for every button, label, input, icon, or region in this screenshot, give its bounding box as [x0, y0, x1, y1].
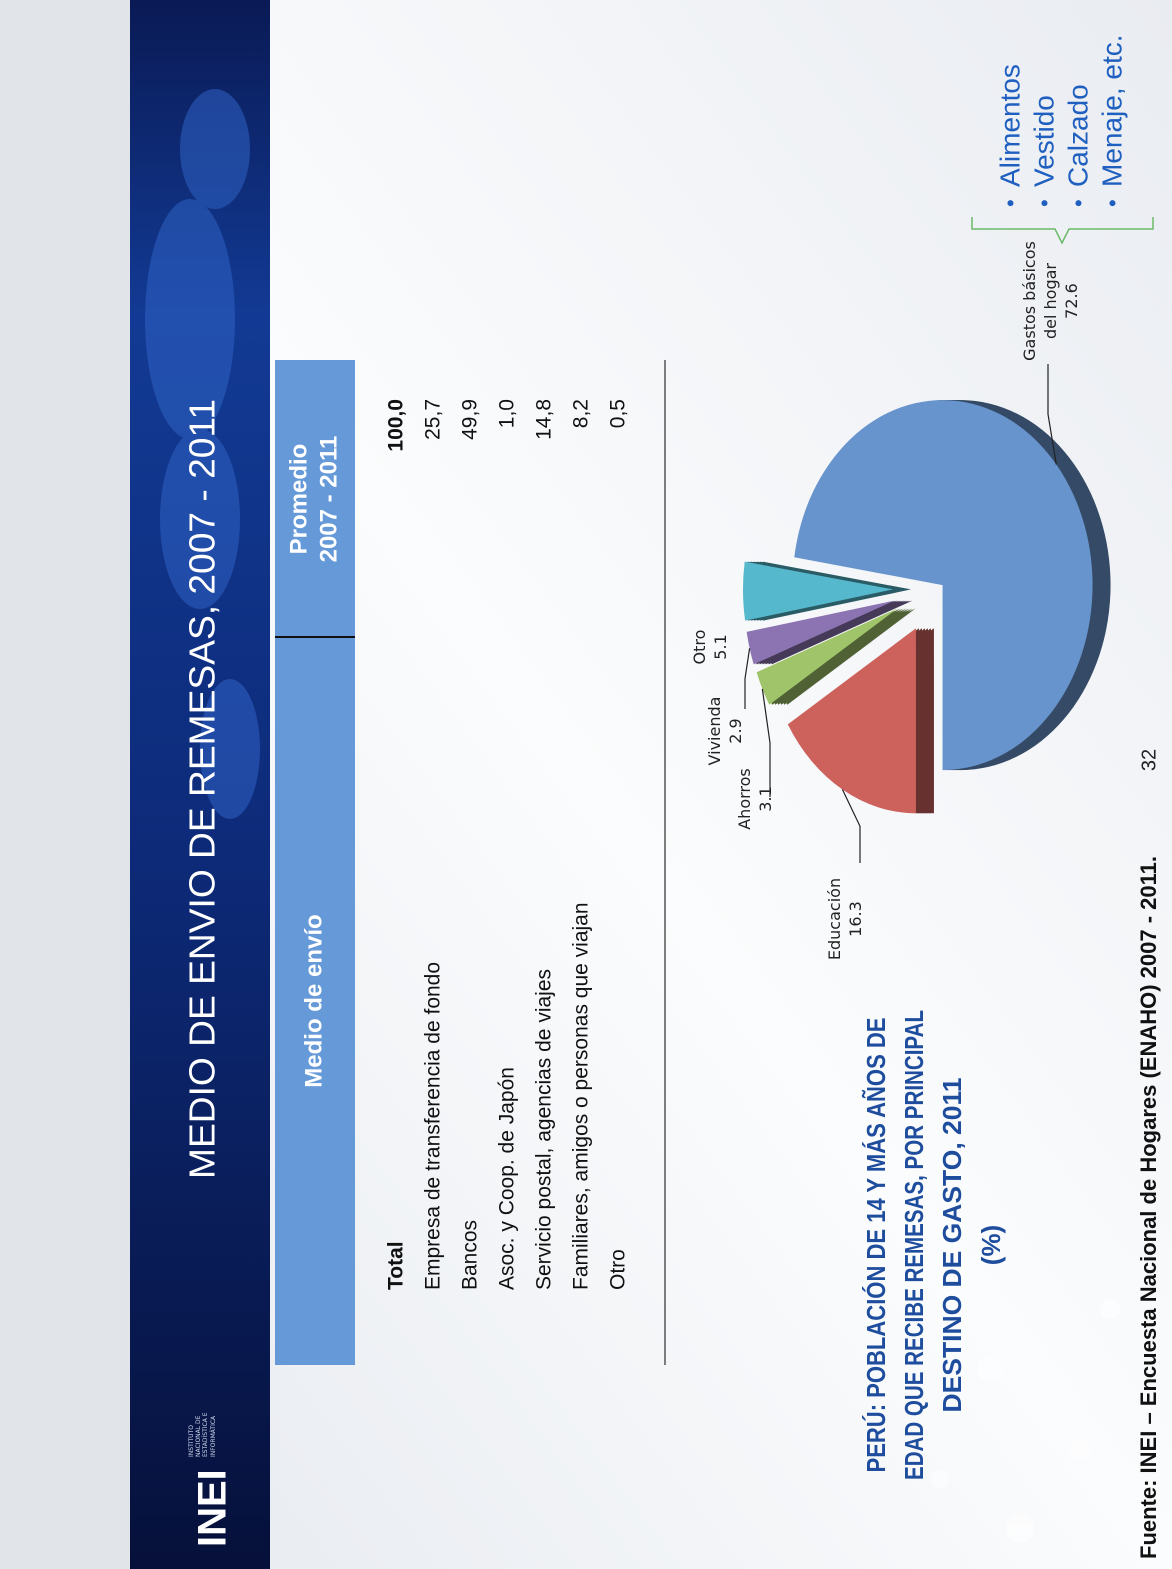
row-label: Otro [607, 1249, 630, 1290]
row-label: Bancos [459, 1220, 482, 1290]
logo: INEI [191, 1469, 235, 1547]
map-decor [145, 89, 260, 819]
row-label: Familiares, amigos o personas que viajan [570, 902, 593, 1290]
row-label: Asoc. y Coop. de Japón [496, 1067, 519, 1290]
bullet-dot: • [1032, 199, 1057, 207]
pie-label-box: Gastos básicos del hogar 72.6 [1020, 236, 1082, 366]
bullet-item: Menaje, etc. [1096, 34, 1127, 187]
chart-title: DESTINO DE GASTO, 2011 [937, 1078, 967, 1413]
row-value: 25,7 [422, 399, 445, 440]
pie-label-name: Otro [690, 629, 709, 665]
slice [756, 608, 898, 705]
slice [743, 561, 894, 621]
row-value: 1,0 [496, 399, 519, 428]
brace [971, 217, 1154, 245]
logo-caption: INSTITUTO NACIONAL DE ESTADÍSTICA E INFO… [188, 1412, 217, 1457]
bullet-item: Calzado [1062, 84, 1093, 187]
row-value: 0,5 [607, 399, 630, 428]
logo-caption-box: INSTITUTO NACIONAL DE ESTADÍSTICA E INFO… [188, 1412, 217, 1457]
bullet-item: Vestido [1028, 95, 1059, 187]
pie-label-box: Educación 16.3 [825, 854, 867, 984]
bullet-dot: • [1066, 199, 1091, 207]
column-header: Medio de envío [300, 914, 327, 1087]
slice [746, 600, 895, 665]
pie-label: Otro 5.1 [690, 582, 732, 712]
pie-label: Educación 16.3 [825, 854, 867, 984]
chart-title: PERÚ: POBLACIÓN DE 14 Y MÁS AÑOS DE [861, 1018, 891, 1473]
page-title: MEDIO DE ENVIO DE REMESAS, 2007 - 2011 [182, 399, 223, 1179]
pie-label-name: Educación [825, 877, 844, 961]
row-label: Total [385, 1241, 408, 1290]
row-label: Servicio postal, agencias de viajes [533, 969, 556, 1290]
leader-line [841, 789, 861, 863]
top-strip [0, 0, 130, 1569]
leader-line [1047, 364, 1057, 465]
leader-line [744, 648, 751, 709]
slice [787, 628, 916, 814]
row-value: 49,9 [459, 399, 482, 440]
leader-line [761, 688, 771, 797]
bullet-item: Alimentos [994, 64, 1025, 187]
pie-label-box: Otro 5.1 [690, 582, 732, 712]
decor-network [931, 1261, 1120, 1543]
slice [794, 400, 1093, 771]
column-header: Promedio [285, 444, 312, 555]
bullet-dot: • [998, 199, 1023, 207]
source-note: Fuente: INEI – Encuesta Nacional de Hoga… [1136, 856, 1161, 1559]
pie-label-value: 16.3 [845, 901, 865, 937]
chart-title: (%) [976, 1225, 1006, 1265]
row-value: 14,8 [533, 399, 556, 440]
pie-label: Gastos básicos del hogar 72.6 [1020, 236, 1082, 366]
column-header: 2007 - 2011 [315, 436, 342, 563]
bullet-dot: • [1100, 199, 1125, 207]
chart-title: EDAD QUE RECIBE REMESAS, POR PRINCIPAL [899, 1010, 929, 1480]
row-value: 8,2 [570, 399, 593, 428]
table-header [275, 360, 355, 1365]
page-number: 32 [1138, 749, 1160, 771]
row-value: 100,0 [385, 399, 408, 452]
pie-label-value: 5.1 [710, 634, 730, 660]
row-label: Empresa de transferencia de fondo [422, 962, 445, 1290]
pie-label-value: 72.6 [1061, 283, 1081, 319]
pie-label-name: Gastos básicos del hogar [1020, 241, 1060, 361]
